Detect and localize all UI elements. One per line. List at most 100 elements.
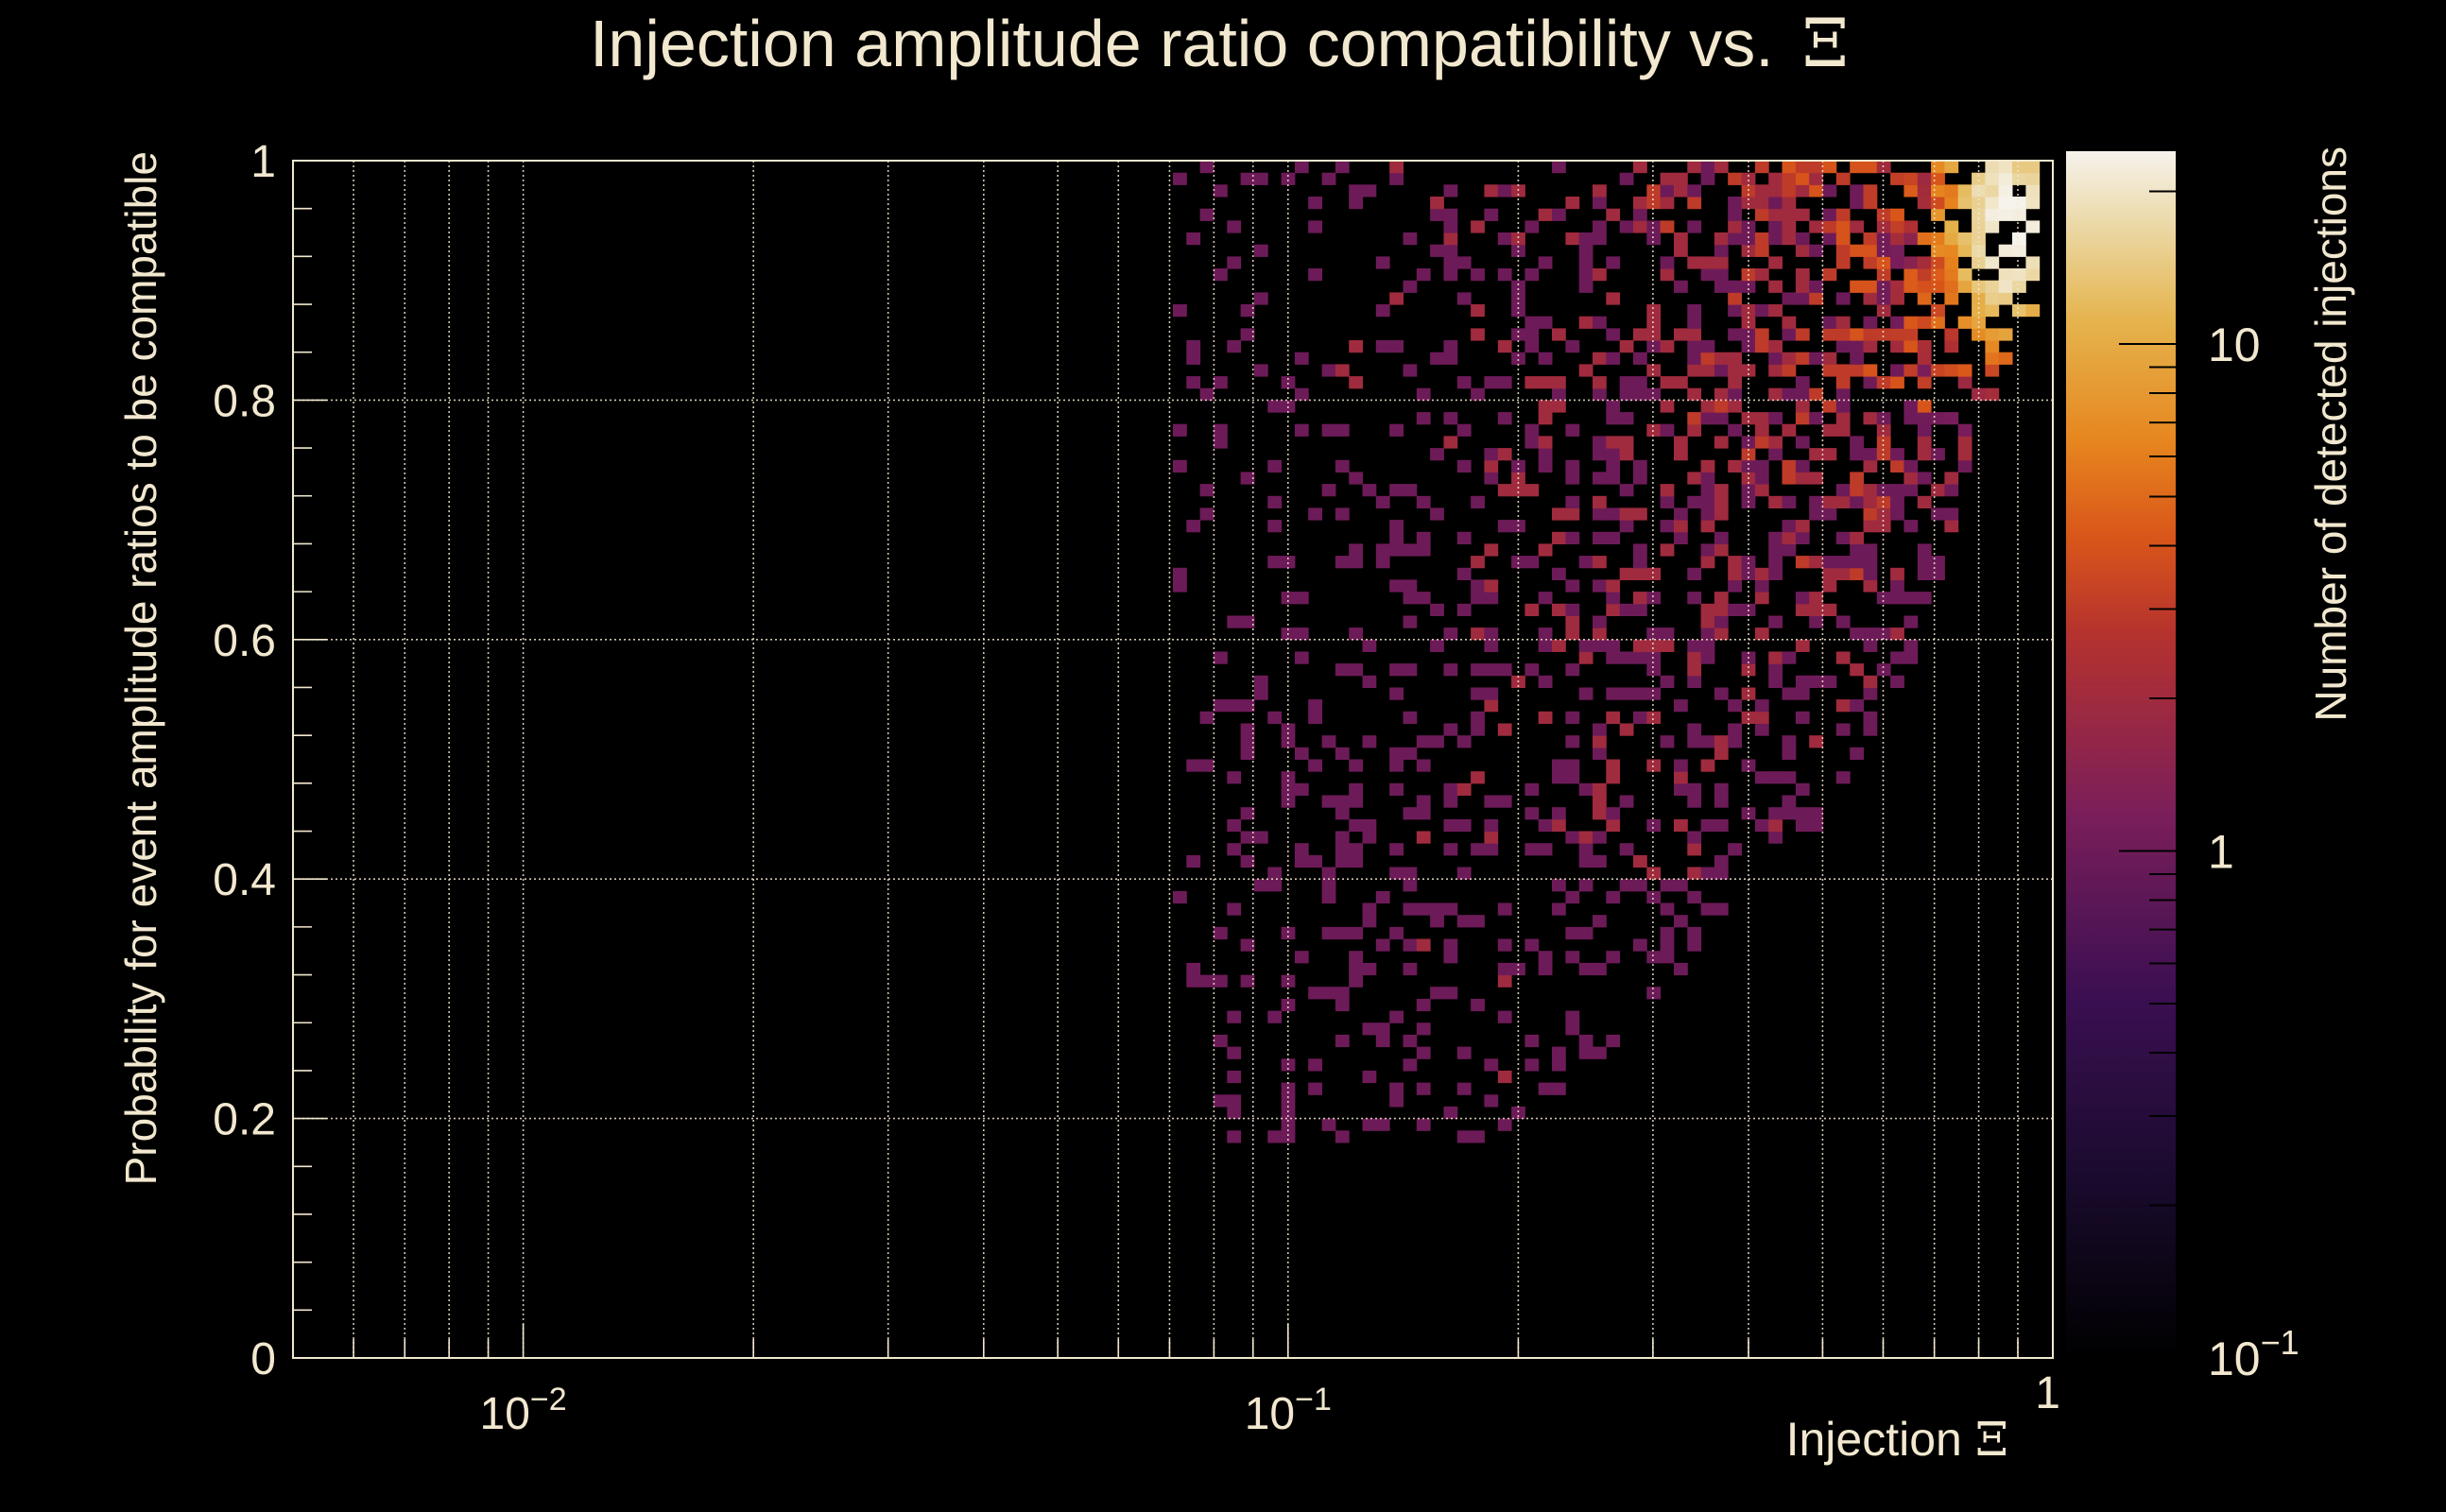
heatmap-cell — [1795, 244, 1810, 257]
heatmap-cell — [1754, 472, 1769, 485]
heatmap-cell — [1714, 818, 1729, 833]
heatmap-cell — [1931, 280, 1945, 293]
heatmap-cell — [1349, 376, 1363, 389]
heatmap-cell — [1674, 759, 1688, 772]
heatmap-cell — [1633, 507, 1647, 521]
heatmap-cell — [1443, 843, 1458, 856]
heatmap-cell — [2025, 268, 2041, 282]
heatmap-cell — [1687, 938, 1702, 952]
heatmap-cell — [1349, 759, 1363, 772]
heatmap-cell — [1308, 507, 1322, 521]
heatmap-cell — [1687, 220, 1702, 233]
heatmap-cell — [1497, 484, 1512, 497]
heatmap-cell — [1674, 531, 1688, 544]
heatmap-cell — [1471, 663, 1485, 677]
heatmap-cell — [1497, 448, 1512, 461]
heatmap-cell — [1593, 735, 1607, 748]
heatmap-cell — [1578, 232, 1593, 246]
heatmap-cell — [1606, 651, 1621, 664]
heatmap-cell — [1214, 268, 1228, 282]
heatmap-cell — [1741, 459, 1756, 472]
heatmap-cell — [1957, 436, 1972, 449]
heatmap-cell — [1768, 256, 1783, 269]
heatmap-cell — [1227, 256, 1242, 269]
heatmap-cell — [1822, 328, 1837, 341]
heatmap-cell — [1754, 627, 1769, 641]
heatmap-cell — [1835, 412, 1851, 425]
heatmap-cell — [1633, 879, 1647, 892]
heatmap-cell — [2012, 280, 2026, 293]
heatmap-cell — [1497, 795, 1512, 808]
heatmap-cell — [1782, 735, 1797, 748]
heatmap-cell — [1728, 723, 1742, 736]
heatmap-cell — [1728, 364, 1742, 377]
heatmap-cell — [1809, 292, 1823, 305]
heatmap-cell — [1863, 627, 1878, 641]
heatmap-cell — [1362, 1070, 1377, 1084]
heatmap-cell — [1944, 292, 1959, 305]
heatmap-cell — [1850, 364, 1864, 377]
heatmap-cell — [1456, 603, 1472, 616]
heatmap-cell — [1985, 256, 2000, 269]
heatmap-cell — [1782, 651, 1797, 664]
heatmap-cell — [1687, 352, 1702, 365]
heatmap-cell — [1782, 197, 1797, 210]
heatmap-cell — [1497, 376, 1512, 389]
heatmap-cell — [1890, 567, 1904, 580]
heatmap-cell — [1578, 280, 1593, 293]
heatmap-cell — [1199, 507, 1214, 521]
heatmap-cell — [1240, 854, 1255, 868]
heatmap-cell — [1633, 687, 1647, 700]
heatmap-cell — [1281, 1130, 1296, 1143]
heatmap-cell — [1944, 244, 1959, 257]
heatmap-cell — [1741, 280, 1756, 293]
heatmap-cell — [1809, 675, 1823, 688]
heatmap-cell — [1227, 220, 1242, 233]
heatmap-cell — [1524, 663, 1540, 677]
heatmap-cell — [1619, 220, 1634, 233]
heatmap-cell — [1321, 172, 1336, 185]
heatmap-cell — [1389, 747, 1404, 760]
heatmap-cell — [1335, 843, 1350, 856]
heatmap-cell — [1267, 879, 1283, 892]
heatmap-cell — [1267, 556, 1283, 569]
heatmap-cell — [1795, 711, 1810, 724]
heatmap-cell — [1741, 711, 1756, 724]
heatmap-cell — [1240, 831, 1255, 844]
heatmap-cell — [1903, 412, 1919, 425]
heatmap-cell — [1917, 268, 1932, 282]
heatmap-cell — [1606, 208, 1621, 221]
heatmap-cell — [1227, 1106, 1242, 1120]
heatmap-cell — [1389, 867, 1404, 880]
heatmap-cell — [1416, 902, 1431, 916]
heatmap-cell — [1281, 592, 1296, 605]
heatmap-cell — [1267, 520, 1283, 533]
heatmap-cell — [1768, 556, 1783, 569]
heatmap-cell — [1349, 974, 1363, 988]
heatmap-cell — [1606, 771, 1621, 784]
heatmap-cell — [1294, 627, 1309, 641]
heatmap-cell — [1850, 161, 1864, 174]
heatmap-cell — [1768, 448, 1783, 461]
axes: 0 0.2 0.4 0.6 0.8 1 10−2 10−1 1 — [213, 137, 2060, 1439]
heatmap-cell — [1700, 735, 1715, 748]
heatmap-cell — [1822, 184, 1837, 198]
heatmap-cell — [1403, 1058, 1418, 1072]
heatmap-cell — [1768, 818, 1783, 833]
heatmap-cell — [1281, 974, 1296, 988]
heatmap-cell — [1294, 352, 1309, 365]
heatmap-cell — [1754, 268, 1769, 282]
heatmap-cell — [1497, 1010, 1512, 1023]
heatmap-cell — [1552, 328, 1566, 341]
heatmap-cell — [1389, 1094, 1404, 1108]
heatmap-cell — [1754, 412, 1769, 425]
heatmap-cell — [1253, 675, 1268, 688]
heatmap-cell — [1903, 340, 1919, 353]
heatmap-cell — [1321, 867, 1336, 880]
heatmap-cell — [1903, 639, 1919, 652]
heatmap-cell — [1768, 495, 1783, 508]
heatmap-cell — [1660, 376, 1675, 389]
heatmap-cell — [1944, 232, 1959, 246]
heatmap-cell — [1822, 448, 1837, 461]
heatmap-cell — [1214, 651, 1228, 664]
